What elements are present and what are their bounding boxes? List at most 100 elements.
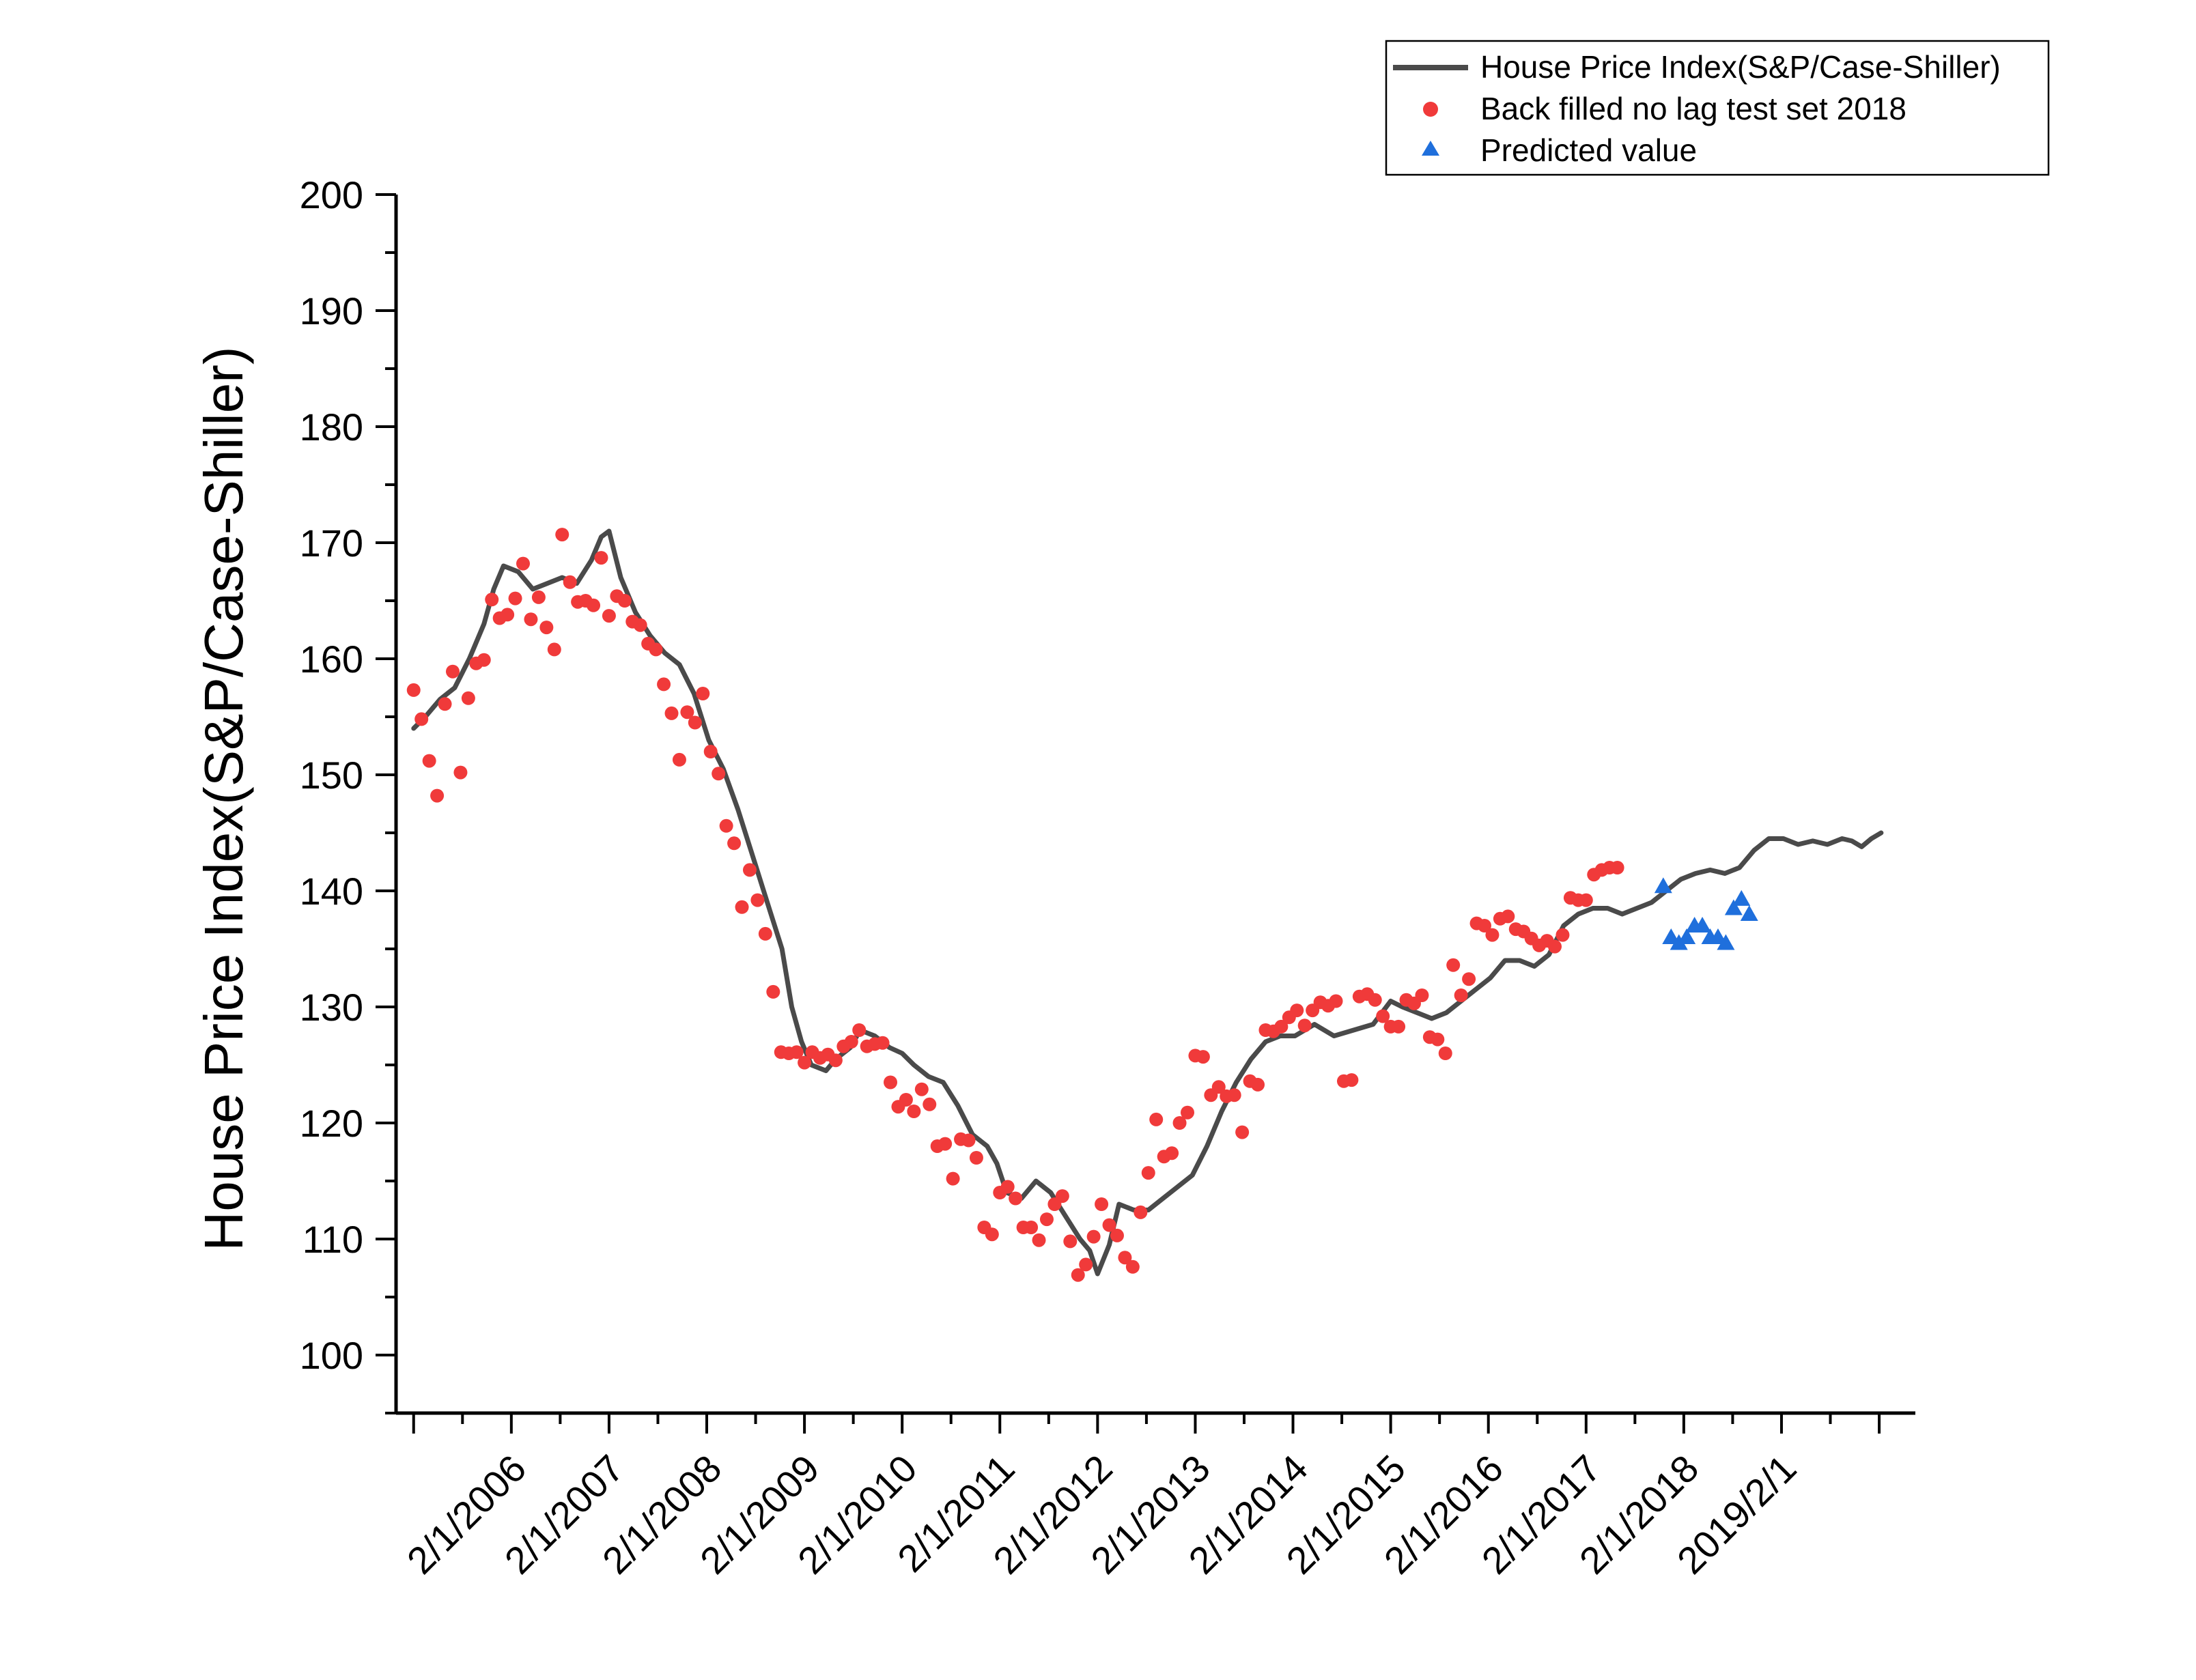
- backfilled-point: [742, 863, 757, 877]
- backfilled-point: [587, 598, 601, 612]
- backfilled-point: [946, 1171, 960, 1186]
- backfilled-point: [1415, 988, 1429, 1002]
- backfilled-point: [844, 1035, 858, 1049]
- backfilled-point: [1610, 861, 1624, 874]
- backfilled-point: [1095, 1197, 1109, 1211]
- backfilled-point: [1055, 1189, 1069, 1204]
- backfilled-point: [1125, 1259, 1140, 1274]
- backfilled-point: [477, 653, 491, 667]
- y-axis: 100 110 120 130 140 150 160 170 180 190 200: [300, 173, 398, 1414]
- backfilled-point: [1290, 1003, 1304, 1018]
- backfilled-point: [914, 1082, 929, 1096]
- backfilled-point: [1134, 1205, 1148, 1219]
- backfilled-point: [750, 893, 765, 907]
- series-0: [411, 528, 1884, 1277]
- legend-box: [1385, 40, 2050, 176]
- y-axis-title: House Price Index(S&P/Case-Shiller): [193, 347, 254, 1251]
- backfilled-point: [727, 836, 742, 851]
- backfilled-point: [461, 691, 475, 705]
- backfilled-point: [1446, 958, 1461, 972]
- backfilled-point: [1297, 1019, 1312, 1033]
- backfilled-point: [1454, 988, 1468, 1002]
- backfilled-point: [430, 788, 445, 803]
- backfilled-point: [1579, 893, 1593, 907]
- y-tick-label: 140: [300, 870, 363, 913]
- backfilled-point: [680, 705, 694, 720]
- backfilled-point: [1345, 1073, 1359, 1087]
- x-axis: 2/1/20062/1/20072/1/20082/1/20092/1/2010…: [396, 1411, 1915, 1582]
- backfilled-point: [1235, 1125, 1250, 1139]
- backfilled-point: [1368, 993, 1382, 1007]
- backfilled-point: [798, 1055, 812, 1070]
- backfilled-point: [1501, 909, 1515, 924]
- backfilled-point: [735, 900, 749, 914]
- legend-label-backfilled: Back filled no lag test set 2018: [1480, 91, 1906, 126]
- backfilled-point: [672, 752, 686, 767]
- y-tick-label: 190: [300, 289, 363, 332]
- backfilled-point: [657, 677, 671, 692]
- y-tick-label: 150: [300, 754, 363, 797]
- backfilled-point: [703, 745, 718, 758]
- backfilled-point: [712, 767, 726, 781]
- hpi-line: [411, 528, 1884, 1277]
- backfilled-point: [1032, 1233, 1046, 1247]
- backfilled-point: [1110, 1228, 1124, 1242]
- backfilled-point: [1392, 1019, 1406, 1034]
- backfilled-point: [899, 1093, 913, 1107]
- backfilled-point: [602, 609, 616, 623]
- backfilled-point: [1274, 1019, 1289, 1034]
- legend-label-predicted: Predicted value: [1480, 132, 1697, 168]
- y-tick-label: 180: [300, 405, 363, 449]
- backfilled-point: [852, 1023, 867, 1037]
- backfilled-point: [828, 1053, 843, 1068]
- backfilled-point: [884, 1075, 898, 1090]
- backfilled-point: [508, 591, 522, 606]
- backfilled-point: [445, 664, 460, 679]
- backfilled-point: [438, 697, 452, 711]
- backfilled-point: [875, 1036, 890, 1050]
- y-tick-label: 130: [300, 986, 363, 1029]
- backfilled-point: [1227, 1088, 1241, 1102]
- backfilled-point: [1196, 1050, 1210, 1064]
- backfilled-point: [1009, 1191, 1023, 1206]
- backfilled-point: [1477, 919, 1491, 932]
- backfilled-point: [1556, 928, 1570, 942]
- backfilled-point: [547, 642, 561, 657]
- backfilled-point: [1251, 1077, 1265, 1092]
- backfilled-point: [1462, 972, 1476, 986]
- y-tick-label: 100: [300, 1334, 363, 1377]
- backfilled-point: [1079, 1257, 1093, 1272]
- backfilled-point: [969, 1151, 983, 1165]
- backfilled-point: [766, 984, 780, 999]
- predicted-point: [1708, 928, 1727, 944]
- y-tick-label: 170: [300, 522, 363, 565]
- predicted-point: [1732, 889, 1751, 906]
- backfilled-point: [501, 608, 515, 622]
- backfilled-point: [422, 754, 436, 768]
- backfilled-point: [485, 593, 499, 607]
- legend-label-hpi: House Price Index(S&P/Case-Shiller): [1480, 49, 2001, 85]
- legend-triangle-marker: [1422, 141, 1439, 156]
- backfilled-point: [1000, 1180, 1015, 1194]
- backfilled-point: [923, 1097, 937, 1111]
- backfilled-point: [758, 926, 772, 941]
- backfilled-point: [1438, 1047, 1452, 1060]
- legend-circle-marker: [1423, 102, 1438, 117]
- backfilled-point: [649, 642, 663, 657]
- backfilled-point: [1431, 1032, 1445, 1047]
- backfilled-point: [1102, 1218, 1116, 1232]
- backfilled-point: [1118, 1251, 1132, 1265]
- backfilled-point: [688, 715, 702, 730]
- backfilled-point: [719, 818, 733, 833]
- backfilled-point: [1141, 1166, 1155, 1180]
- backfilled-point: [961, 1133, 976, 1148]
- backfilled-point: [555, 528, 569, 542]
- predicted-point: [1654, 877, 1672, 894]
- backfilled-point: [633, 618, 647, 632]
- backfilled-point: [664, 706, 679, 720]
- y-tick-label: 200: [300, 173, 363, 216]
- backfilled-point: [985, 1227, 999, 1242]
- backfilled-point: [1063, 1234, 1078, 1249]
- backfilled-point: [1211, 1080, 1226, 1094]
